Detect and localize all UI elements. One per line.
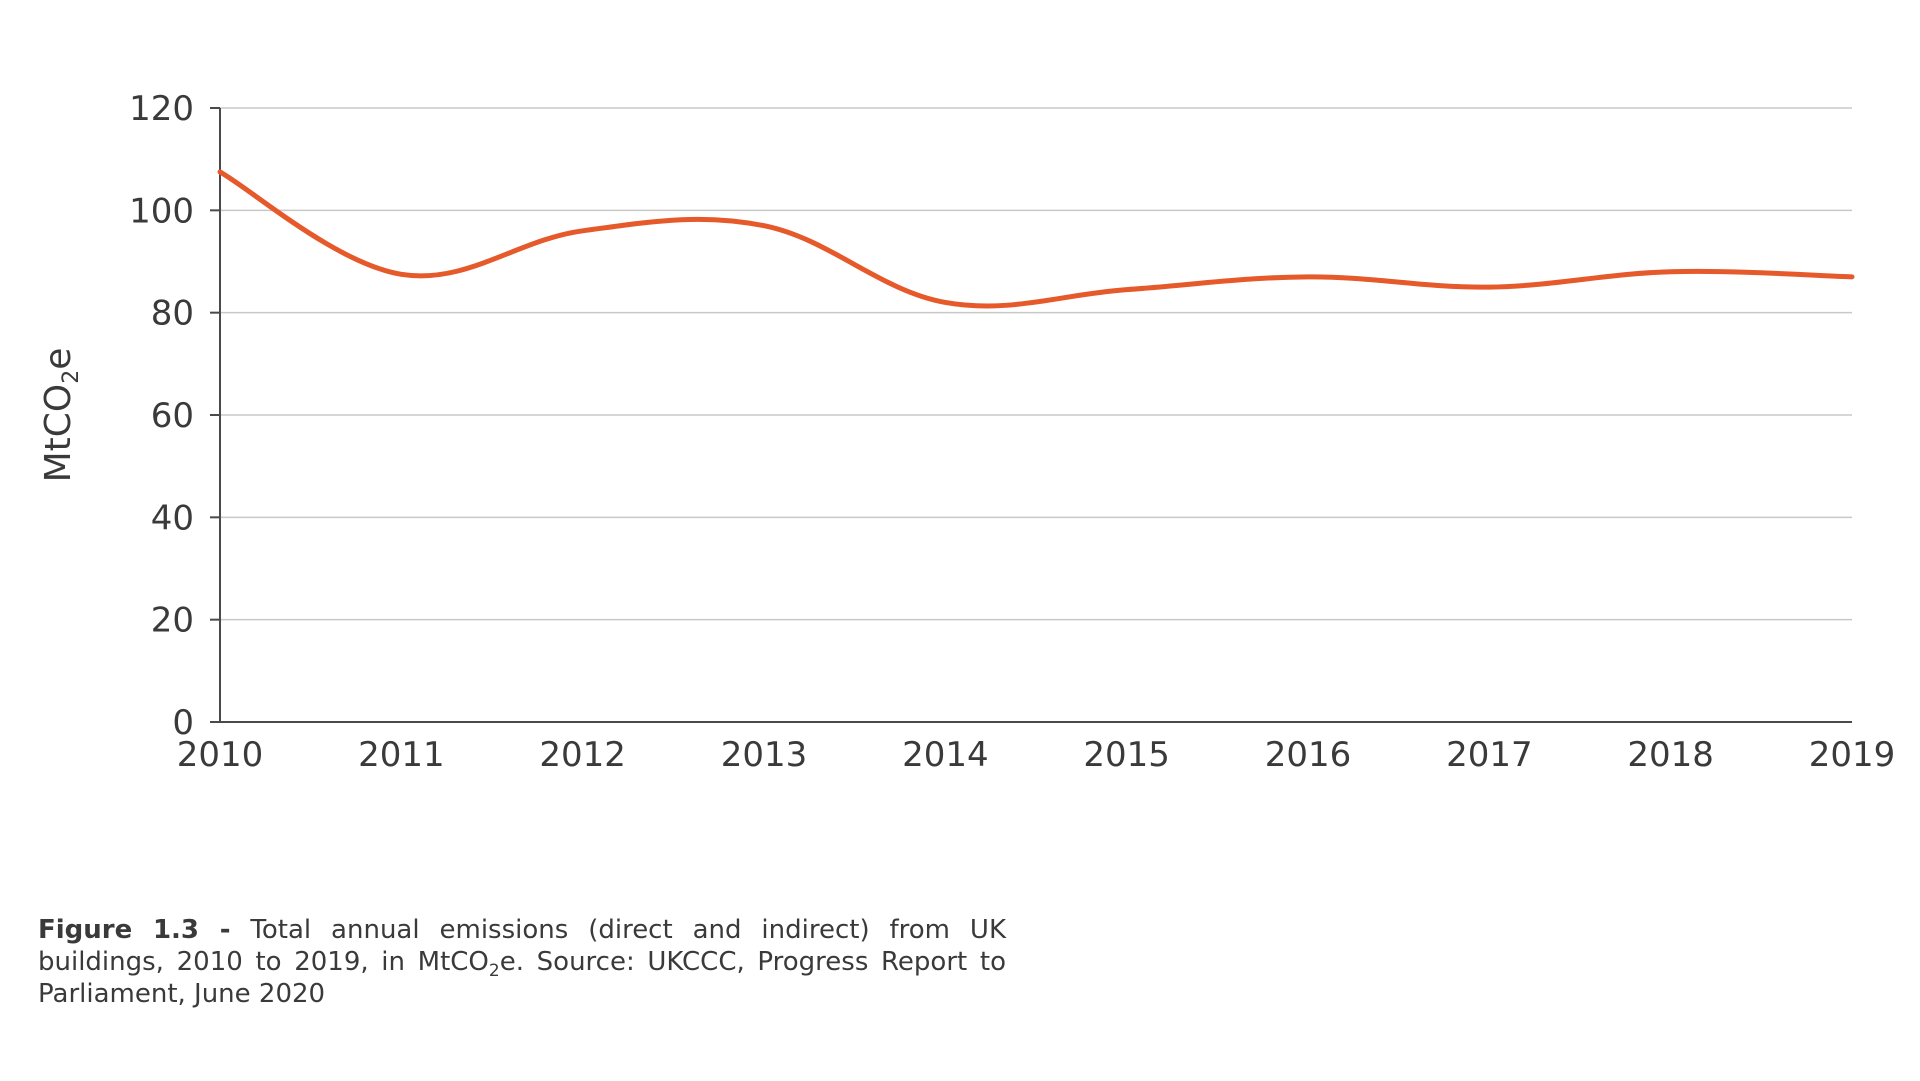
x-tick-label: 2010 [177,735,264,775]
y-tick-label: 80 [151,294,194,334]
caption-label: Figure 1.3 - [38,915,231,945]
x-tick-label: 2016 [1265,735,1352,775]
x-tick-label: 2013 [721,735,808,775]
x-ticks: 2010 2011 2012 2013 2014 2015 2016 2017 2018 2019 [177,735,1896,775]
series-group [217,169,1855,309]
y-tick-label: 120 [129,89,194,129]
line-chart: 0 20 40 60 80 100 120 2010 2011 2012 2013 2014 2015… [38,89,1896,775]
caption-text-before: Total annual emissions (direct and indir… [38,915,1007,977]
y-axis-title-prefix: MtCO [38,384,79,483]
caption-subscript: 2 [488,961,500,982]
y-axis-title: MtCO2e [38,348,84,483]
x-tick-label: 2014 [902,735,989,775]
x-tick-label: 2017 [1446,735,1533,775]
x-tick-label: 2015 [1083,735,1170,775]
y-axis-title-subscript: 2 [59,370,84,384]
caption-text-after: e. Source: UKCCC, Progress Report to Par… [38,947,1006,1009]
x-tick-label: 2012 [539,735,626,775]
x-tick-label: 2018 [1627,735,1714,775]
series-line [217,169,1855,309]
y-axis-title-suffix: e [38,348,79,370]
x-tick-label: 2019 [1809,735,1896,775]
y-tick-label: 0 [172,703,194,743]
y-tick-label: 20 [151,601,194,641]
figure-caption: Figure 1.3 - Total annual emissions (dir… [38,914,1006,1010]
y-tick-label: 40 [151,498,194,538]
gridlines [220,107,1852,621]
y-tick-label: 100 [129,191,194,231]
y-tick-label: 60 [151,396,194,436]
y-ticks: 0 20 40 60 80 100 120 [129,89,220,743]
x-tick-label: 2011 [358,735,445,775]
